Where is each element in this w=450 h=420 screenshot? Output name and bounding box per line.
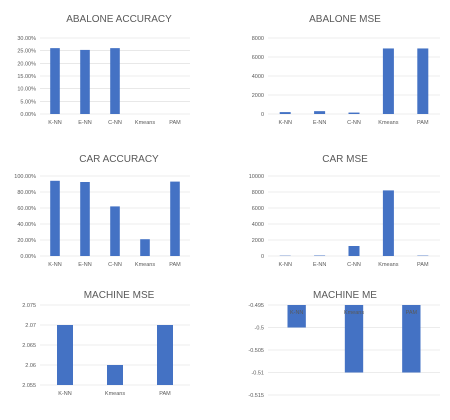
bar-pam <box>170 181 180 256</box>
chart-panel-6: MACHINE ME -0.515 -0.51 -0.505 -0.5 -0.495 K-N… <box>248 290 440 399</box>
bar-e-nn <box>80 49 90 115</box>
y-tick-label: -0.51 <box>251 371 264 377</box>
y-tick-label: 100.00% <box>14 174 36 180</box>
category-label: Kmeans <box>105 391 125 397</box>
y-tick-label: 15.00% <box>17 74 36 80</box>
bar-c-nn <box>348 246 360 256</box>
bar-pam <box>157 325 173 385</box>
y-tick-label: 0.00% <box>20 254 36 260</box>
category-label: E-NN <box>78 262 91 268</box>
y-tick-label: 80.00% <box>17 190 36 196</box>
y-tick-label: -0.515 <box>248 393 264 399</box>
y-tick-label: 8000 <box>252 36 264 42</box>
y-tick-label: 20.00% <box>17 238 36 244</box>
chart-panel-2: ABALONE MSE 0 2000 4000 6000 8000 K-NN E-NN C-NN… <box>252 14 440 126</box>
category-label: Kmeans <box>378 120 398 126</box>
chart-title: CAR ACCURACY <box>79 154 159 165</box>
bar-kmeans <box>382 48 394 115</box>
category-label: C-NN <box>108 120 122 126</box>
category-label: Kmeans <box>344 310 364 316</box>
bar-c-nn <box>110 48 120 115</box>
y-tick-label: 30.00% <box>17 36 36 42</box>
y-tick-label: -0.5 <box>255 326 264 332</box>
bar-kmeans <box>382 190 394 256</box>
category-label: PAM <box>169 120 181 126</box>
y-tick-label: 0 <box>261 254 264 260</box>
chart-title: MACHINE ME <box>313 290 377 301</box>
category-label: E-NN <box>313 120 326 126</box>
y-tick-label: 5.00% <box>20 99 36 105</box>
y-tick-label: 2.065 <box>22 343 36 349</box>
y-tick-label: 60.00% <box>17 206 36 212</box>
bar-k-nn <box>287 305 306 328</box>
chart-panel-3: CAR ACCURACY 0.00% 20.00% 40.00% 60.00% 80.00… <box>14 154 190 268</box>
y-tick-label: 6000 <box>252 206 264 212</box>
bar-c-nn <box>348 112 360 114</box>
category-label: PAM <box>417 120 429 126</box>
y-tick-label: -0.505 <box>248 348 264 354</box>
y-tick-label: 40.00% <box>17 222 36 228</box>
y-tick-label: 10.00% <box>17 87 36 93</box>
category-label: K-NN <box>58 391 71 397</box>
bar-kmeans <box>140 239 150 256</box>
category-label: K-NN <box>278 262 291 268</box>
y-tick-label: 4000 <box>252 74 264 80</box>
y-tick-label: 6000 <box>252 55 264 61</box>
category-label: Kmeans <box>135 262 155 268</box>
y-tick-label: 8000 <box>252 190 264 196</box>
category-label: E-NN <box>78 120 91 126</box>
bar-k-nn <box>279 112 291 114</box>
bar-kmeans <box>344 305 364 373</box>
y-tick-label: 10000 <box>249 174 264 180</box>
chart-title: MACHINE MSE <box>84 290 155 301</box>
y-tick-label: 20.00% <box>17 61 36 67</box>
bar-e-nn <box>80 182 90 256</box>
y-tick-label: 2.07 <box>25 323 36 329</box>
bar-e-nn <box>314 111 326 114</box>
category-label: K-NN <box>278 120 291 126</box>
bar-kmeans <box>107 365 123 385</box>
chart-panel-1: ABALONE ACCURACY 0.00% 5.00% 10.00% 15.00% 20… <box>17 14 190 126</box>
y-tick-label: 2.075 <box>22 303 36 309</box>
category-label: C-NN <box>347 120 361 126</box>
bar-k-nn <box>50 180 60 256</box>
category-label: PAM <box>417 262 429 268</box>
category-label: C-NN <box>347 262 361 268</box>
category-label: PAM <box>169 262 181 268</box>
chart-panel-4: CAR MSE 0 2000 4000 6000 8000 10000 K-NN E-NN C-N… <box>249 154 440 268</box>
y-tick-label: 2.06 <box>25 363 36 369</box>
category-label: K-NN <box>290 310 303 316</box>
y-tick-label: 25.00% <box>17 49 36 55</box>
y-tick-label: 0 <box>261 112 264 118</box>
bar-k-nn <box>50 48 60 115</box>
y-tick-label: 0.00% <box>20 112 36 118</box>
y-tick-label: 2.055 <box>22 383 36 389</box>
category-label: PAM <box>159 391 171 397</box>
y-tick-label: -0.495 <box>248 303 264 309</box>
category-label: C-NN <box>108 262 122 268</box>
y-tick-label: 2000 <box>252 238 264 244</box>
bar-c-nn <box>110 206 120 256</box>
chart-title: CAR MSE <box>322 154 368 165</box>
y-tick-label: 4000 <box>252 222 264 228</box>
bar-pam <box>402 305 421 373</box>
category-label: Kmeans <box>135 120 155 126</box>
bar-pam <box>417 48 429 115</box>
category-label: Kmeans <box>378 262 398 268</box>
category-label: K-NN <box>48 120 61 126</box>
chart-panels: ABALONE ACCURACY 0.00% 5.00% 10.00% 15.00% 20… <box>14 14 440 399</box>
category-label: K-NN <box>48 262 61 268</box>
chart-title: ABALONE ACCURACY <box>66 14 172 25</box>
category-label: E-NN <box>313 262 326 268</box>
bar-k-nn <box>57 325 73 385</box>
chart-panel-5: MACHINE MSE 2.055 2.06 2.065 2.07 2.075 K-NN Km… <box>22 290 190 397</box>
chart-title: ABALONE MSE <box>309 14 381 25</box>
y-tick-label: 2000 <box>252 93 264 99</box>
category-label: PAM <box>406 310 418 316</box>
